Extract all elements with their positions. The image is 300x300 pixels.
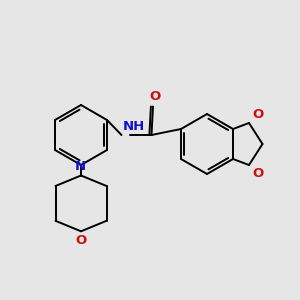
Text: O: O (252, 108, 263, 121)
Text: N: N (75, 160, 86, 173)
Text: NH: NH (123, 120, 145, 133)
Text: O: O (149, 91, 160, 103)
Text: O: O (252, 167, 263, 180)
Text: O: O (75, 234, 87, 247)
